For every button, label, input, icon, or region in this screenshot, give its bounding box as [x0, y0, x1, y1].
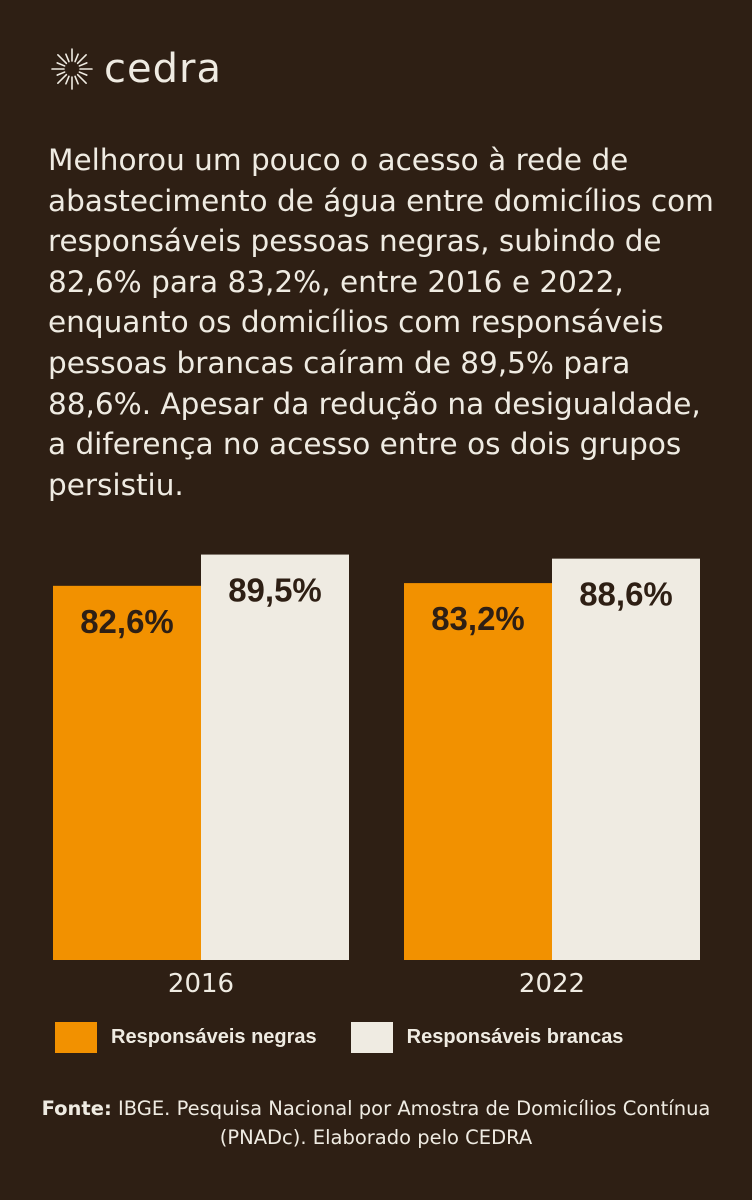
- x-tick-label-2022: 2022: [519, 969, 585, 999]
- legend-swatch-negras: [55, 1022, 97, 1053]
- legend-label-brancas: Responsáveis brancas: [406, 1026, 624, 1048]
- brand-logo: cedra: [50, 44, 222, 94]
- x-tick-label-2016: 2016: [168, 969, 234, 999]
- legend-label-negras: Responsáveis negras: [111, 1026, 317, 1048]
- sunburst-icon: [51, 48, 93, 90]
- legend-swatch-brancas: [350, 1022, 393, 1053]
- bar-2022-brancas: [552, 558, 700, 960]
- bar-2016-brancas: [201, 554, 349, 960]
- source-text: IBGE. Pesquisa Nacional por Amostra de D…: [111, 1097, 711, 1149]
- data-label-2016-brancas: 89,5%: [228, 572, 322, 609]
- bar-2022-negras: [404, 583, 552, 960]
- source-note: Fonte: IBGE. Pesquisa Nacional por Amost…: [0, 1094, 752, 1152]
- source-label: Fonte:: [41, 1097, 112, 1120]
- intro-paragraph: Melhorou um pouco o acesso à rede de aba…: [48, 143, 714, 502]
- data-label-2016-negras: 82,6%: [80, 603, 174, 640]
- brand-name: cedra: [104, 46, 222, 92]
- bar-2016-negras: [53, 585, 201, 960]
- data-label-2022-negras: 83,2%: [431, 600, 525, 637]
- legend-item-negras: Responsáveis negras: [55, 1022, 317, 1053]
- legend: Responsáveis negras Responsáveis brancas: [55, 1022, 623, 1053]
- legend-item-brancas: Responsáveis brancas: [350, 1022, 624, 1053]
- bar-chart: 82,6% 89,5% 2016 83,2% 88,6% 2022: [53, 554, 700, 999]
- data-label-2022-brancas: 88,6%: [579, 576, 673, 613]
